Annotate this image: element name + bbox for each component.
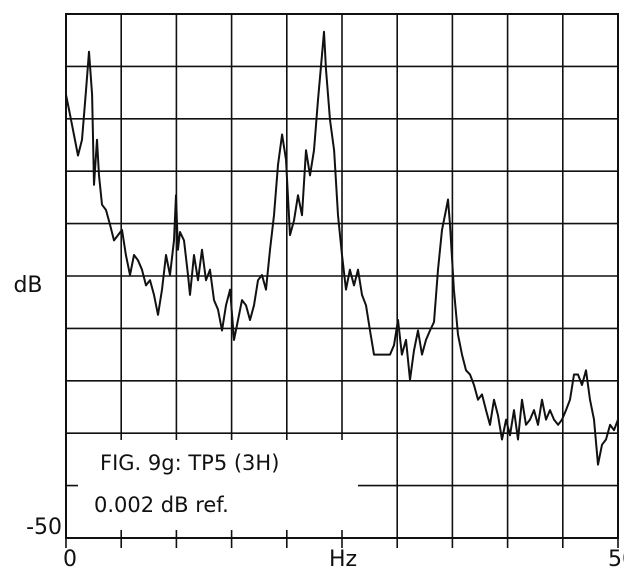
- y-tick-label: -50: [26, 515, 62, 540]
- plot-frame: [65, 13, 619, 539]
- y-axis-label: dB: [13, 273, 42, 298]
- annotation-box: [78, 440, 358, 530]
- x-tick-label: 0: [63, 547, 77, 572]
- annotation: 0.002 dB ref.: [94, 493, 229, 517]
- x-axis-label: Hz: [329, 547, 357, 572]
- annotation: FIG. 9g: TP5 (3H): [100, 451, 279, 475]
- x-tick-label: 50: [608, 547, 624, 572]
- data-line: [65, 30, 619, 466]
